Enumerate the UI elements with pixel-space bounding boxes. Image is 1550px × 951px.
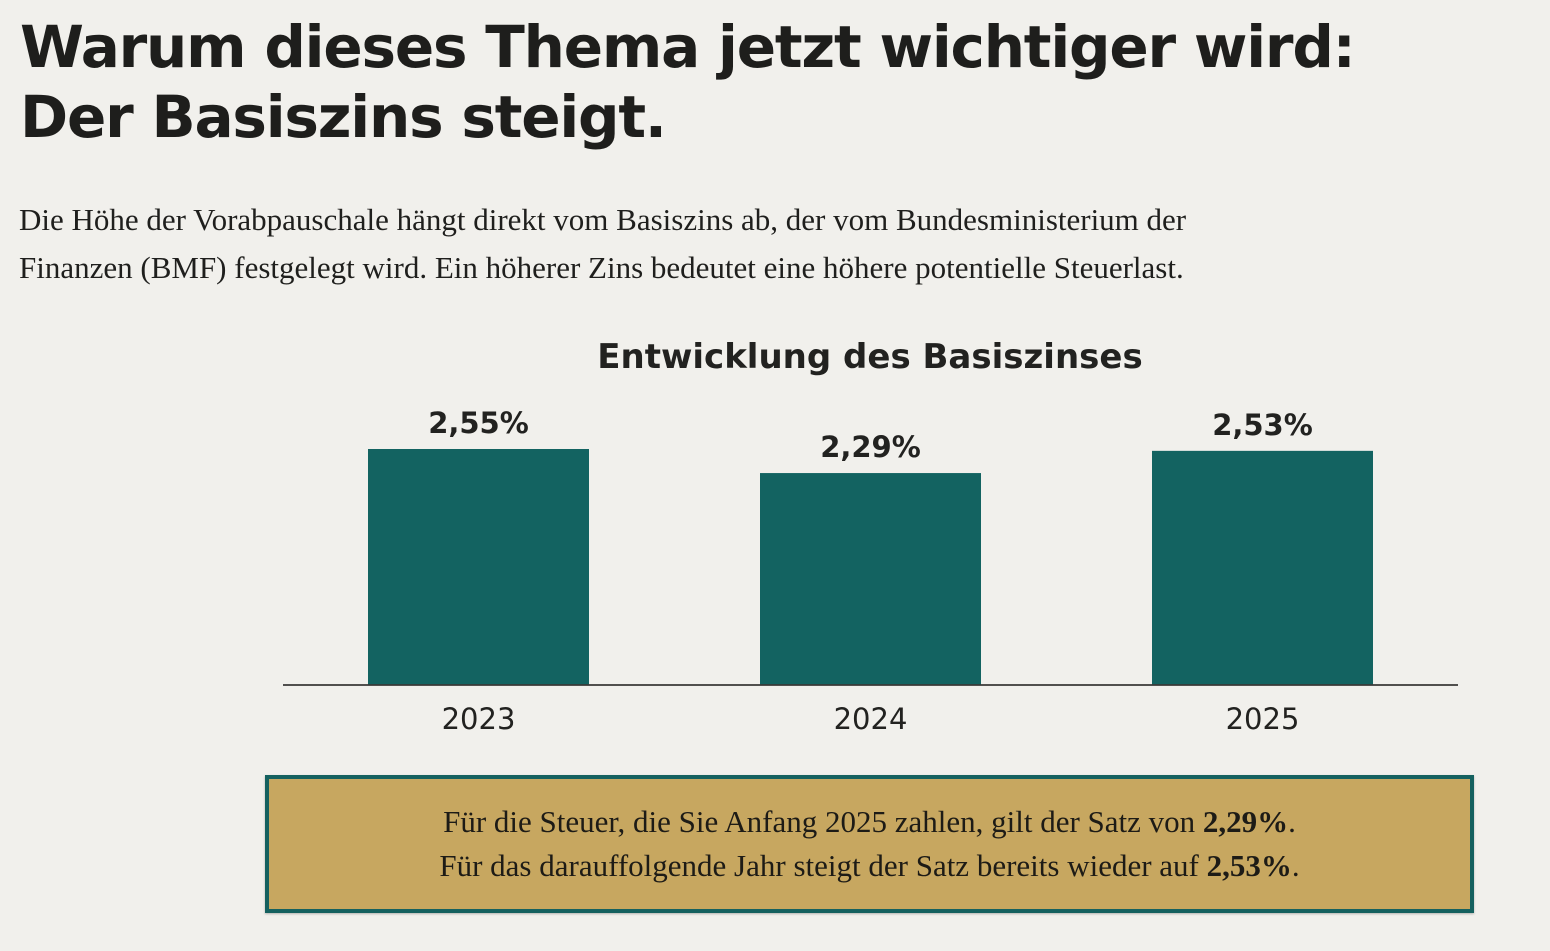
note-line-2-text: Für das darauffolgende Jahr steigt der S… — [439, 848, 1206, 883]
note-line-2-suffix: . — [1292, 848, 1300, 883]
chart-title: Entwicklung des Basiszinses — [597, 337, 1142, 377]
chart-tick-labels: 2023 2024 2025 — [442, 702, 1300, 736]
value-label-2024: 2,29% — [820, 430, 921, 464]
tick-label-2023: 2023 — [442, 702, 516, 736]
value-label-2025: 2,53% — [1212, 408, 1313, 442]
basiszins-bar-chart: Entwicklung des Basiszinses 2,55% 2,29% 2,… — [0, 0, 1550, 760]
value-label-2023: 2,55% — [428, 406, 529, 440]
tick-label-2024: 2024 — [834, 702, 908, 736]
chart-bars — [368, 449, 1373, 685]
note-line-1-rate: 2,29% — [1203, 804, 1288, 839]
note-line-2-rate: 2,53% — [1207, 848, 1292, 883]
note-line-1: Für die Steuer, die Sie Anfang 2025 zahl… — [443, 800, 1296, 844]
note-line-1-text: Für die Steuer, die Sie Anfang 2025 zahl… — [443, 804, 1203, 839]
bar-2024 — [760, 473, 981, 685]
info-note-box: Für die Steuer, die Sie Anfang 2025 zahl… — [265, 775, 1474, 913]
bar-2025 — [1152, 451, 1373, 685]
note-line-1-suffix: . — [1288, 804, 1296, 839]
tick-label-2025: 2025 — [1226, 702, 1300, 736]
bar-2023 — [368, 449, 589, 685]
note-line-2: Für das darauffolgende Jahr steigt der S… — [439, 844, 1299, 888]
